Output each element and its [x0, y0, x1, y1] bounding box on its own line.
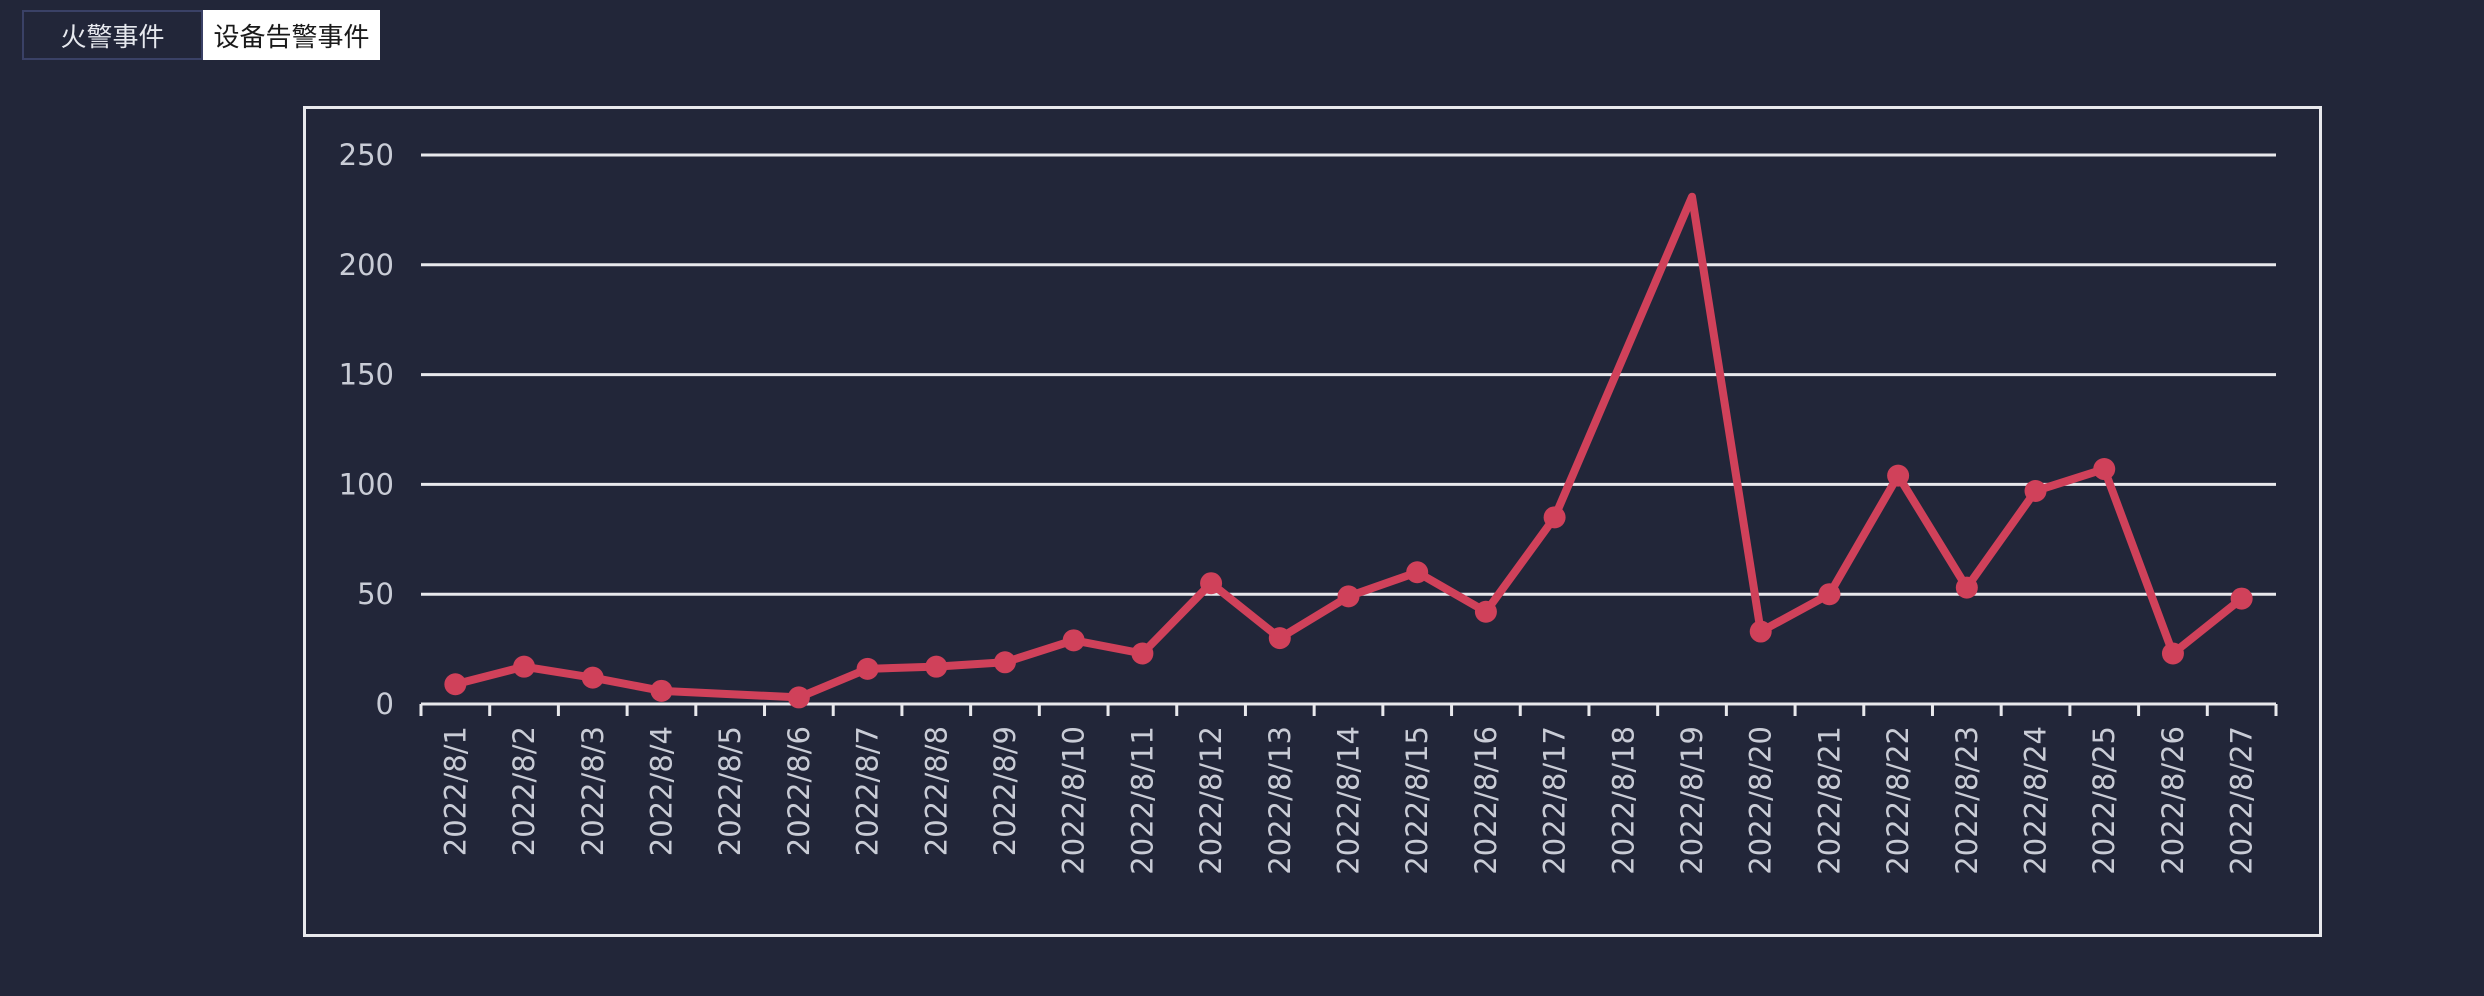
x-tick-label: 2022/8/21: [1812, 726, 1846, 875]
grid-lines: [421, 153, 2276, 596]
data-point[interactable]: [1887, 464, 1910, 487]
data-point[interactable]: [2093, 458, 2116, 481]
x-tick-label: 2022/8/2: [507, 726, 541, 856]
y-tick-label: 50: [357, 577, 394, 611]
x-tick-label: 2022/8/26: [2156, 726, 2190, 875]
tab-device-alarm-events[interactable]: 设备告警事件: [203, 10, 380, 60]
x-tick-label: 2022/8/9: [988, 726, 1022, 856]
data-point[interactable]: [1337, 585, 1360, 608]
chart-frame: [303, 106, 2322, 937]
series-line: [451, 192, 2246, 702]
y-tick-label: 200: [339, 248, 394, 282]
data-point[interactable]: [581, 666, 604, 689]
x-tick-label: 2022/8/25: [2087, 726, 2121, 875]
x-tick-label: 2022/8/23: [1950, 726, 1984, 875]
data-point[interactable]: [2161, 642, 2184, 665]
data-point[interactable]: [993, 651, 1016, 674]
x-tick-label: 2022/8/19: [1675, 726, 1709, 875]
x-tick-label: 2022/8/1: [438, 726, 472, 856]
data-point[interactable]: [856, 657, 879, 680]
x-tick-label: 2022/8/17: [1538, 726, 1572, 875]
y-tick-label: 0: [376, 687, 394, 721]
series: [444, 192, 2253, 709]
data-point[interactable]: [444, 673, 467, 696]
y-tick-label: 250: [339, 138, 394, 172]
data-point[interactable]: [1062, 629, 1085, 652]
x-tick-label: 2022/8/11: [1125, 726, 1159, 875]
data-point[interactable]: [1543, 506, 1566, 529]
x-tick-label: 2022/8/14: [1332, 726, 1366, 875]
tab-fire-alarm-events[interactable]: 火警事件: [22, 10, 203, 60]
data-point[interactable]: [1200, 572, 1223, 595]
x-axis-tick-labels: 2022/8/1 2022/8/2 2022/8/3 2022/8/4 2022/8/5…: [438, 726, 2258, 875]
x-tick-label: 2022/8/6: [782, 726, 816, 856]
data-point[interactable]: [925, 655, 948, 678]
x-tick-label: 2022/8/13: [1263, 726, 1297, 875]
data-point[interactable]: [1406, 561, 1429, 584]
x-tick-label: 2022/8/4: [644, 726, 678, 856]
data-point[interactable]: [1131, 642, 1154, 665]
tab-bar: 火警事件 设备告警事件: [22, 10, 380, 60]
x-tick-label: 2022/8/12: [1194, 726, 1228, 875]
x-tick-label: 2022/8/15: [1400, 726, 1434, 875]
x-tick-label: 2022/8/18: [1606, 726, 1640, 875]
y-tick-label: 100: [339, 467, 394, 501]
x-tick-label: 2022/8/7: [851, 726, 885, 856]
data-point[interactable]: [2230, 587, 2253, 610]
data-point[interactable]: [650, 679, 673, 702]
x-tick-label: 2022/8/3: [576, 726, 610, 856]
data-point[interactable]: [787, 686, 810, 709]
data-point[interactable]: [2024, 479, 2047, 502]
x-tick-label: 2022/8/16: [1469, 726, 1503, 875]
data-point[interactable]: [1955, 576, 1978, 599]
y-tick-label: 150: [339, 358, 394, 392]
x-tick-label: 2022/8/5: [713, 726, 747, 856]
x-tick-label: 2022/8/8: [919, 726, 953, 856]
data-point[interactable]: [1268, 627, 1291, 650]
data-point[interactable]: [1818, 583, 1841, 606]
x-tick-label: 2022/8/10: [1057, 726, 1091, 875]
data-point[interactable]: [1749, 620, 1772, 643]
x-tick-label: 2022/8/20: [1744, 726, 1778, 875]
x-tick-label: 2022/8/24: [2019, 726, 2053, 875]
x-axis: [419, 702, 2278, 716]
data-point[interactable]: [1474, 600, 1497, 623]
x-tick-label: 2022/8/27: [2225, 726, 2259, 875]
data-point[interactable]: [513, 655, 536, 678]
x-tick-label: 2022/8/22: [1881, 726, 1915, 875]
y-axis-tick-labels: 0 50 100 150 200 250: [339, 138, 394, 721]
